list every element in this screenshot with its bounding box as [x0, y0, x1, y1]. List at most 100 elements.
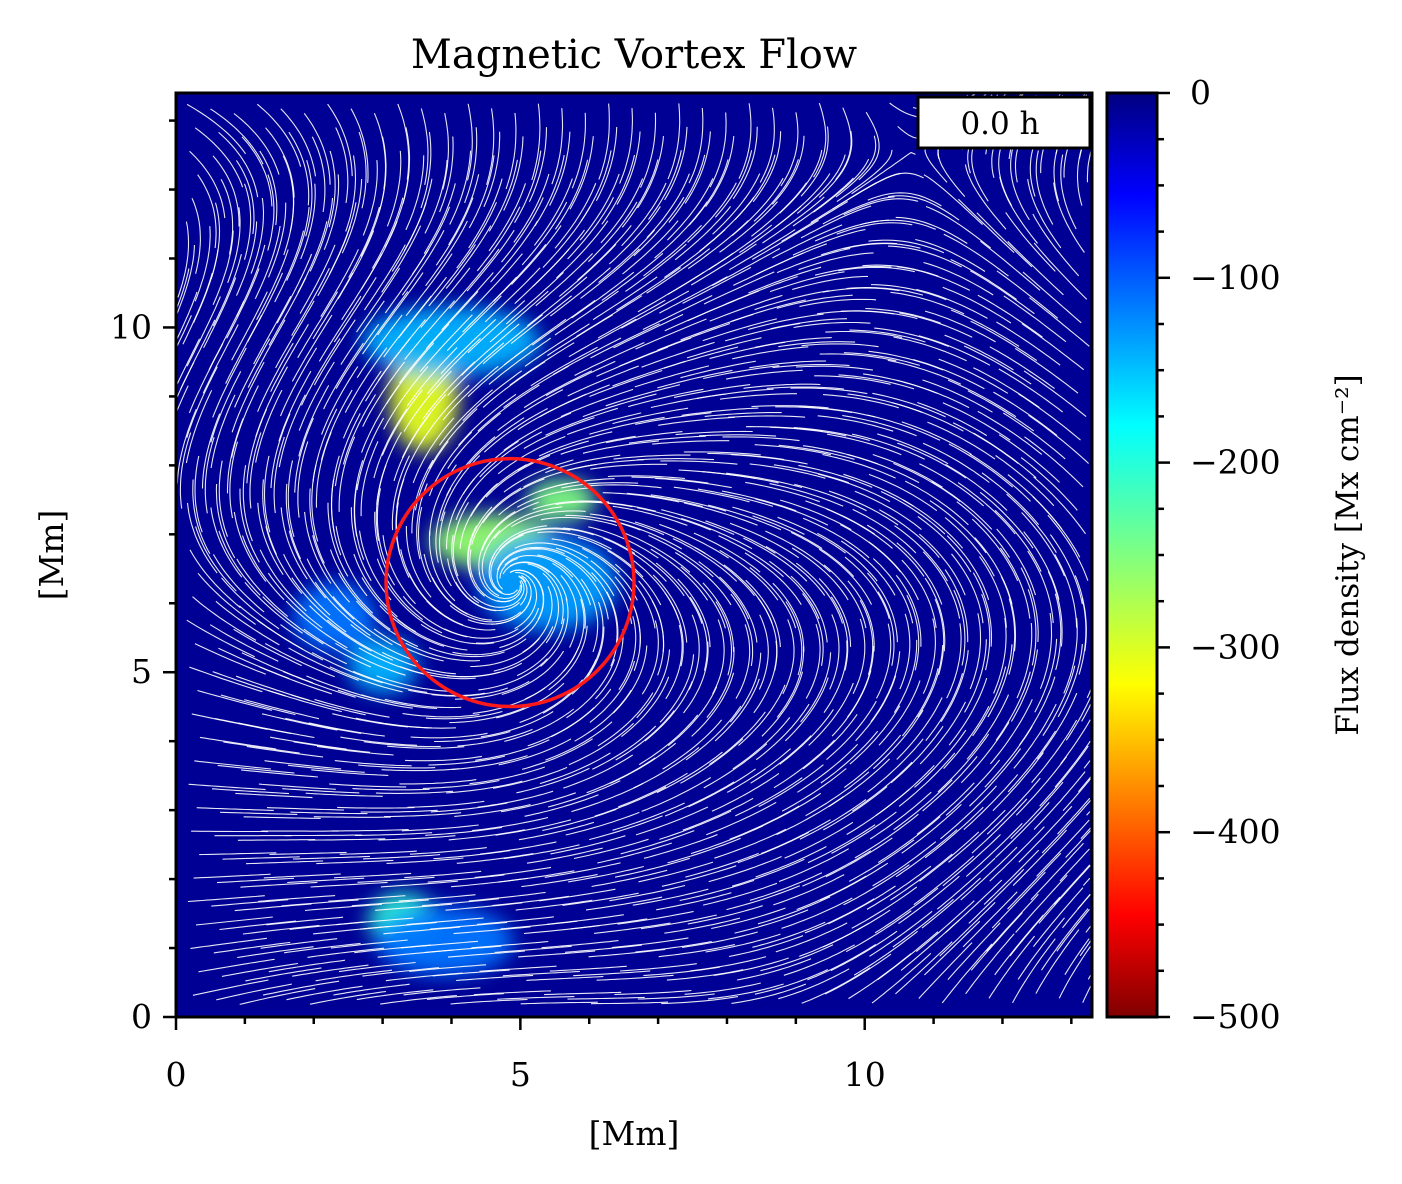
streamline [993, 391, 1058, 436]
streamline [420, 131, 432, 209]
streamline [970, 270, 1035, 315]
streamline [288, 647, 359, 681]
streamline [643, 224, 702, 277]
streamline [186, 296, 221, 367]
streamline [337, 806, 415, 809]
streamline [807, 824, 876, 864]
streamline [944, 517, 995, 577]
streamline [376, 675, 452, 692]
streamline [376, 431, 402, 505]
streamline [404, 755, 482, 762]
streamline [675, 552, 732, 606]
streamline [422, 779, 500, 789]
streamline [778, 848, 849, 883]
streamline [843, 198, 919, 216]
streamline [1047, 571, 1063, 647]
streamline [231, 361, 265, 433]
streamline [309, 488, 325, 564]
streamline [209, 624, 279, 662]
streamline [628, 388, 704, 408]
streamline [571, 112, 586, 189]
streamline [571, 271, 635, 319]
streamline [799, 799, 867, 840]
streamline [688, 107, 704, 184]
streamline [977, 294, 1043, 338]
streamline [350, 108, 369, 183]
streamline [333, 277, 377, 343]
streamline [1023, 370, 1087, 418]
streamline [887, 359, 962, 385]
streamline [682, 931, 758, 948]
streamline [898, 752, 956, 807]
streamline [558, 243, 617, 297]
streamline [455, 459, 504, 521]
streamline [397, 619, 468, 651]
streamline [731, 983, 807, 1004]
colorbar-tick-label: −100 [1190, 258, 1281, 297]
streamline [1054, 593, 1062, 671]
streamline [211, 788, 290, 795]
streamline [819, 353, 897, 362]
streamline [357, 876, 435, 883]
streamline [588, 201, 638, 262]
streamline [1038, 865, 1091, 924]
streamline [872, 841, 937, 887]
streamline [430, 921, 508, 930]
streamline [981, 594, 991, 671]
streamline [563, 598, 585, 672]
streamline [285, 483, 302, 560]
streamline [496, 546, 565, 571]
streamline [912, 358, 985, 390]
streamline [179, 432, 192, 509]
streamline [844, 556, 890, 619]
streamline [1006, 493, 1057, 553]
streamline [594, 786, 667, 817]
streamline [906, 594, 920, 671]
streamline [798, 252, 874, 271]
streamline [441, 272, 494, 331]
streamline [356, 314, 403, 378]
streamline [401, 394, 447, 459]
streamline [199, 736, 277, 750]
streamline [338, 436, 356, 512]
streamline [255, 366, 288, 438]
colorbar-tick-label: −400 [1190, 812, 1281, 851]
streamline [612, 505, 688, 526]
streamline [239, 988, 316, 1005]
streamline [659, 654, 695, 723]
streamline [475, 608, 540, 644]
streamline [447, 950, 525, 958]
streamline [592, 276, 658, 321]
streamline [286, 207, 310, 281]
streamline [705, 135, 735, 208]
streamline [893, 779, 953, 831]
streamline [580, 578, 599, 653]
streamline [188, 783, 266, 791]
streamline [1083, 760, 1091, 769]
streamline [867, 414, 941, 441]
streamline [331, 455, 340, 533]
streamline [503, 844, 580, 860]
streamline [411, 206, 451, 275]
streamline [574, 341, 645, 376]
streamline [835, 107, 852, 181]
streamline [923, 174, 983, 226]
streamline [537, 554, 592, 606]
streamline [778, 341, 856, 348]
streamline [729, 229, 796, 271]
streamline [516, 618, 565, 677]
streamline [446, 662, 523, 678]
streamline [576, 295, 643, 337]
streamline [548, 625, 588, 691]
streamline [330, 939, 408, 949]
streamline [329, 549, 374, 614]
streamline [818, 548, 872, 605]
streamline [259, 549, 307, 612]
streamline [502, 970, 580, 977]
streamline [898, 875, 960, 925]
streamline [684, 982, 761, 995]
streamline [177, 221, 190, 298]
streamline [1003, 295, 1067, 343]
streamline [851, 151, 916, 195]
streamline [529, 547, 597, 583]
